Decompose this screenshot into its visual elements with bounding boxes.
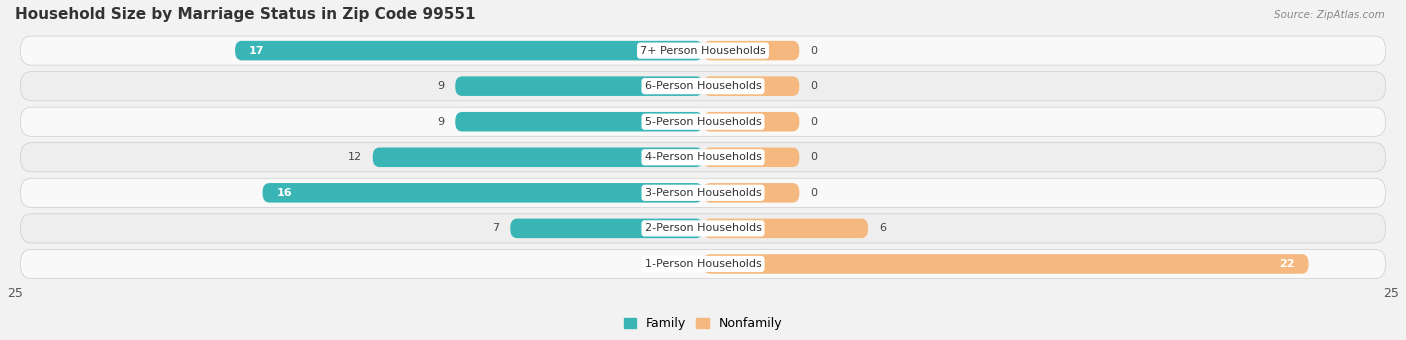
Text: 1-Person Households: 1-Person Households <box>644 259 762 269</box>
FancyBboxPatch shape <box>703 183 800 203</box>
FancyBboxPatch shape <box>20 214 1386 243</box>
Text: 7+ Person Households: 7+ Person Households <box>640 46 766 56</box>
Text: 9: 9 <box>437 117 444 127</box>
FancyBboxPatch shape <box>703 76 800 96</box>
FancyBboxPatch shape <box>703 219 868 238</box>
Text: 0: 0 <box>810 46 817 56</box>
FancyBboxPatch shape <box>263 183 703 203</box>
Text: 12: 12 <box>347 152 361 162</box>
Text: Source: ZipAtlas.com: Source: ZipAtlas.com <box>1274 10 1385 20</box>
Text: 0: 0 <box>810 81 817 91</box>
Legend: Family, Nonfamily: Family, Nonfamily <box>624 317 782 330</box>
FancyBboxPatch shape <box>703 112 800 132</box>
FancyBboxPatch shape <box>510 219 703 238</box>
FancyBboxPatch shape <box>20 178 1386 207</box>
Text: 2-Person Households: 2-Person Households <box>644 223 762 233</box>
Text: 6-Person Households: 6-Person Households <box>644 81 762 91</box>
FancyBboxPatch shape <box>373 148 703 167</box>
FancyBboxPatch shape <box>703 41 800 61</box>
FancyBboxPatch shape <box>703 148 800 167</box>
Text: 0: 0 <box>810 117 817 127</box>
FancyBboxPatch shape <box>456 112 703 132</box>
Text: 17: 17 <box>249 46 264 56</box>
Text: 3-Person Households: 3-Person Households <box>644 188 762 198</box>
Text: 7: 7 <box>492 223 499 233</box>
Text: Household Size by Marriage Status in Zip Code 99551: Household Size by Marriage Status in Zip… <box>15 7 475 22</box>
Text: 22: 22 <box>1279 259 1295 269</box>
Text: 4-Person Households: 4-Person Households <box>644 152 762 162</box>
Text: 16: 16 <box>277 188 292 198</box>
FancyBboxPatch shape <box>20 36 1386 65</box>
FancyBboxPatch shape <box>456 76 703 96</box>
FancyBboxPatch shape <box>20 143 1386 172</box>
Text: 6: 6 <box>879 223 886 233</box>
Text: 9: 9 <box>437 81 444 91</box>
FancyBboxPatch shape <box>235 41 703 61</box>
FancyBboxPatch shape <box>20 107 1386 136</box>
FancyBboxPatch shape <box>20 72 1386 101</box>
Text: 0: 0 <box>810 188 817 198</box>
FancyBboxPatch shape <box>20 249 1386 278</box>
Text: 0: 0 <box>810 152 817 162</box>
FancyBboxPatch shape <box>703 254 1309 274</box>
Text: 5-Person Households: 5-Person Households <box>644 117 762 127</box>
